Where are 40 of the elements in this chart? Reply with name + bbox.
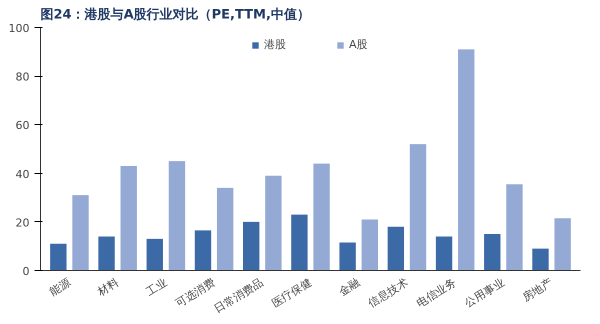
x-tick-label: 信息技术 [366, 276, 410, 310]
x-tick-label: 公用事业 [462, 276, 507, 310]
bar [243, 222, 260, 270]
x-tick-label: 房地产 [520, 276, 555, 304]
x-tick-label: 医疗保健 [270, 276, 314, 310]
y-tick-label: 20 [16, 216, 30, 230]
bar [362, 219, 378, 270]
x-tick-label: 能源 [47, 276, 73, 299]
bar [265, 176, 282, 270]
legend-label: A股 [349, 37, 369, 52]
bar [291, 214, 308, 270]
bar [458, 49, 474, 270]
bar [313, 164, 330, 270]
x-tick-label: 材料 [94, 276, 122, 300]
bar [120, 166, 137, 270]
bar [72, 195, 89, 270]
bar [168, 161, 186, 270]
chart-title: 图24：港股与A股行业对比（PE,TTM,中值） [40, 8, 310, 22]
bar [194, 230, 212, 270]
legend-label: 港股 [264, 37, 286, 52]
y-tick-label: 0 [22, 265, 30, 278]
bar [146, 238, 163, 270]
x-tick-label: 工业 [144, 276, 170, 299]
bar [484, 234, 500, 270]
y-tick-label: 60 [16, 119, 30, 132]
bar [532, 248, 549, 270]
y-tick-label: 100 [8, 22, 30, 35]
x-tick-label: 金融 [336, 276, 362, 299]
bar [216, 188, 234, 270]
bar [388, 226, 404, 270]
bar [410, 144, 426, 270]
y-tick-label: 40 [16, 168, 30, 181]
y-tick-label: 80 [16, 70, 30, 84]
x-tick-label: 电信业务 [414, 276, 459, 310]
bar [506, 184, 523, 270]
bar [554, 218, 571, 270]
bar [436, 236, 452, 270]
bar [98, 236, 115, 270]
bar [339, 242, 356, 270]
bar [50, 244, 67, 270]
